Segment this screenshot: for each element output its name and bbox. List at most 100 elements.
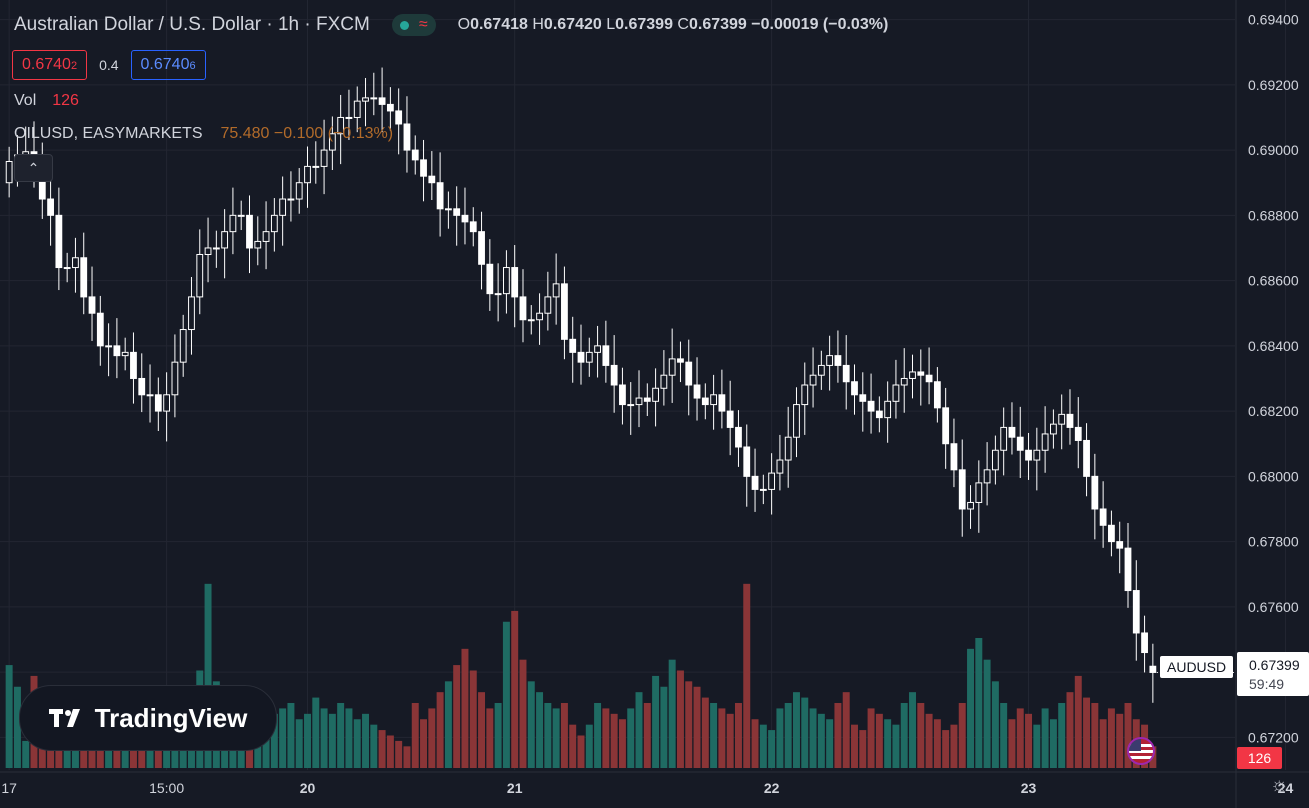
candle-body <box>867 400 875 412</box>
symbol-title[interactable]: Australian Dollar / U.S. Dollar · 1h · F… <box>14 14 370 35</box>
candle-body <box>975 482 983 503</box>
close-value: 0.67399 <box>688 16 747 33</box>
volume-legend[interactable]: Vol 126 <box>14 92 79 110</box>
candle-body <box>660 374 668 389</box>
y-tick-label: 0.68600 <box>1248 273 1299 289</box>
volume-bar <box>925 713 933 768</box>
volume-bar <box>386 735 394 768</box>
volume-bar <box>668 659 676 768</box>
volume-bar <box>279 708 287 768</box>
volume-bar <box>287 703 295 768</box>
market-status-toggle[interactable]: ≈ <box>391 14 436 36</box>
candle-body <box>262 231 270 242</box>
candle-body <box>88 296 96 314</box>
candle-body <box>486 263 494 295</box>
volume-bar <box>469 670 477 768</box>
y-tick-label: 0.68000 <box>1248 468 1299 484</box>
volume-bar <box>204 583 212 768</box>
candle-body <box>519 296 527 321</box>
candle-body <box>1033 449 1041 461</box>
volume-bar <box>560 703 568 768</box>
volume-bar <box>1083 697 1091 768</box>
y-tick-label: 0.69000 <box>1248 142 1299 158</box>
volume-bar <box>776 708 784 768</box>
candle-body <box>80 257 88 298</box>
y-tick-label: 0.67200 <box>1248 729 1299 745</box>
volume-bar <box>859 730 867 768</box>
volume-bar <box>693 686 701 768</box>
sell-button[interactable]: 0.67402 <box>12 50 88 80</box>
volume-bar <box>1107 708 1115 768</box>
volume-bar <box>328 713 336 768</box>
volume-bar <box>610 713 618 768</box>
candle-body <box>909 371 916 379</box>
volume-bar <box>967 648 975 768</box>
buy-price: 0.6740 <box>140 56 190 73</box>
candle-body <box>942 407 950 445</box>
candle-body <box>577 351 585 363</box>
volume-bar <box>585 724 593 768</box>
volume-bar <box>710 703 718 768</box>
volume-bar <box>917 703 925 768</box>
candle-body <box>925 374 933 383</box>
candle-body <box>188 296 195 331</box>
candle-body <box>768 472 776 490</box>
candle-body <box>212 247 220 250</box>
y-tick-label: 0.68800 <box>1248 207 1299 223</box>
volume-bar <box>933 719 941 768</box>
volume-bar <box>569 724 577 768</box>
buy-button[interactable]: 0.67406 <box>130 50 206 80</box>
tradingview-logo-icon <box>48 709 80 727</box>
spread-value: 0.4 <box>99 57 119 73</box>
volume-bar <box>337 703 345 768</box>
candle-body <box>917 371 925 376</box>
candle-body <box>743 446 751 477</box>
open-label: O <box>457 16 471 33</box>
volume-bar <box>826 719 834 768</box>
candle-body <box>527 319 535 322</box>
candle-body <box>229 214 237 233</box>
candle-body <box>991 449 999 471</box>
candle-body <box>594 345 601 353</box>
us-flag-event-icon[interactable] <box>1127 737 1155 765</box>
candle-body <box>851 381 858 396</box>
volume-bar <box>1099 719 1107 768</box>
wave-icon: ≈ <box>418 16 428 33</box>
volume-bar <box>527 681 535 768</box>
volume-bar <box>436 692 444 768</box>
last-symbol-tag: AUDUSD <box>1160 656 1234 678</box>
overlay-legend[interactable]: OILUSD, EASYMARKETS 75.480 −0.100 (−0.13%… <box>14 125 393 143</box>
volume-bar <box>444 681 452 768</box>
candle-body <box>420 159 427 177</box>
candle-body <box>892 384 900 402</box>
tradingview-logo[interactable]: TradingView <box>19 685 277 751</box>
candle-body <box>254 240 262 249</box>
candle-body <box>1025 449 1032 461</box>
candle-body <box>386 103 394 112</box>
candle-body <box>693 384 701 399</box>
candle-body <box>1141 632 1148 654</box>
volume-bar <box>453 665 461 768</box>
candle-body <box>362 97 369 102</box>
bar-countdown: 59:49 <box>1249 676 1285 692</box>
volume-bar <box>942 730 950 768</box>
logo-text: TradingView <box>94 702 248 733</box>
candle-body <box>1099 508 1107 526</box>
candle-body <box>279 198 287 216</box>
candle-body <box>834 355 842 366</box>
candle-body <box>154 394 162 412</box>
volume-bar <box>743 583 751 768</box>
candle-body <box>1149 665 1157 673</box>
high-value: 0.67420 <box>543 16 602 33</box>
candle-body <box>428 175 436 184</box>
x-tick-label: 24 <box>1278 780 1294 796</box>
candle-body <box>469 221 477 233</box>
volume-bar <box>544 703 552 768</box>
candle-body <box>1091 475 1099 510</box>
candle-body <box>370 97 378 100</box>
candle-body <box>759 488 767 491</box>
collapse-legend-button[interactable]: ⌃ <box>14 154 53 182</box>
gear-icon[interactable]: ☼ <box>1270 774 1289 796</box>
candle-body <box>793 404 800 438</box>
candle-body <box>246 214 253 249</box>
